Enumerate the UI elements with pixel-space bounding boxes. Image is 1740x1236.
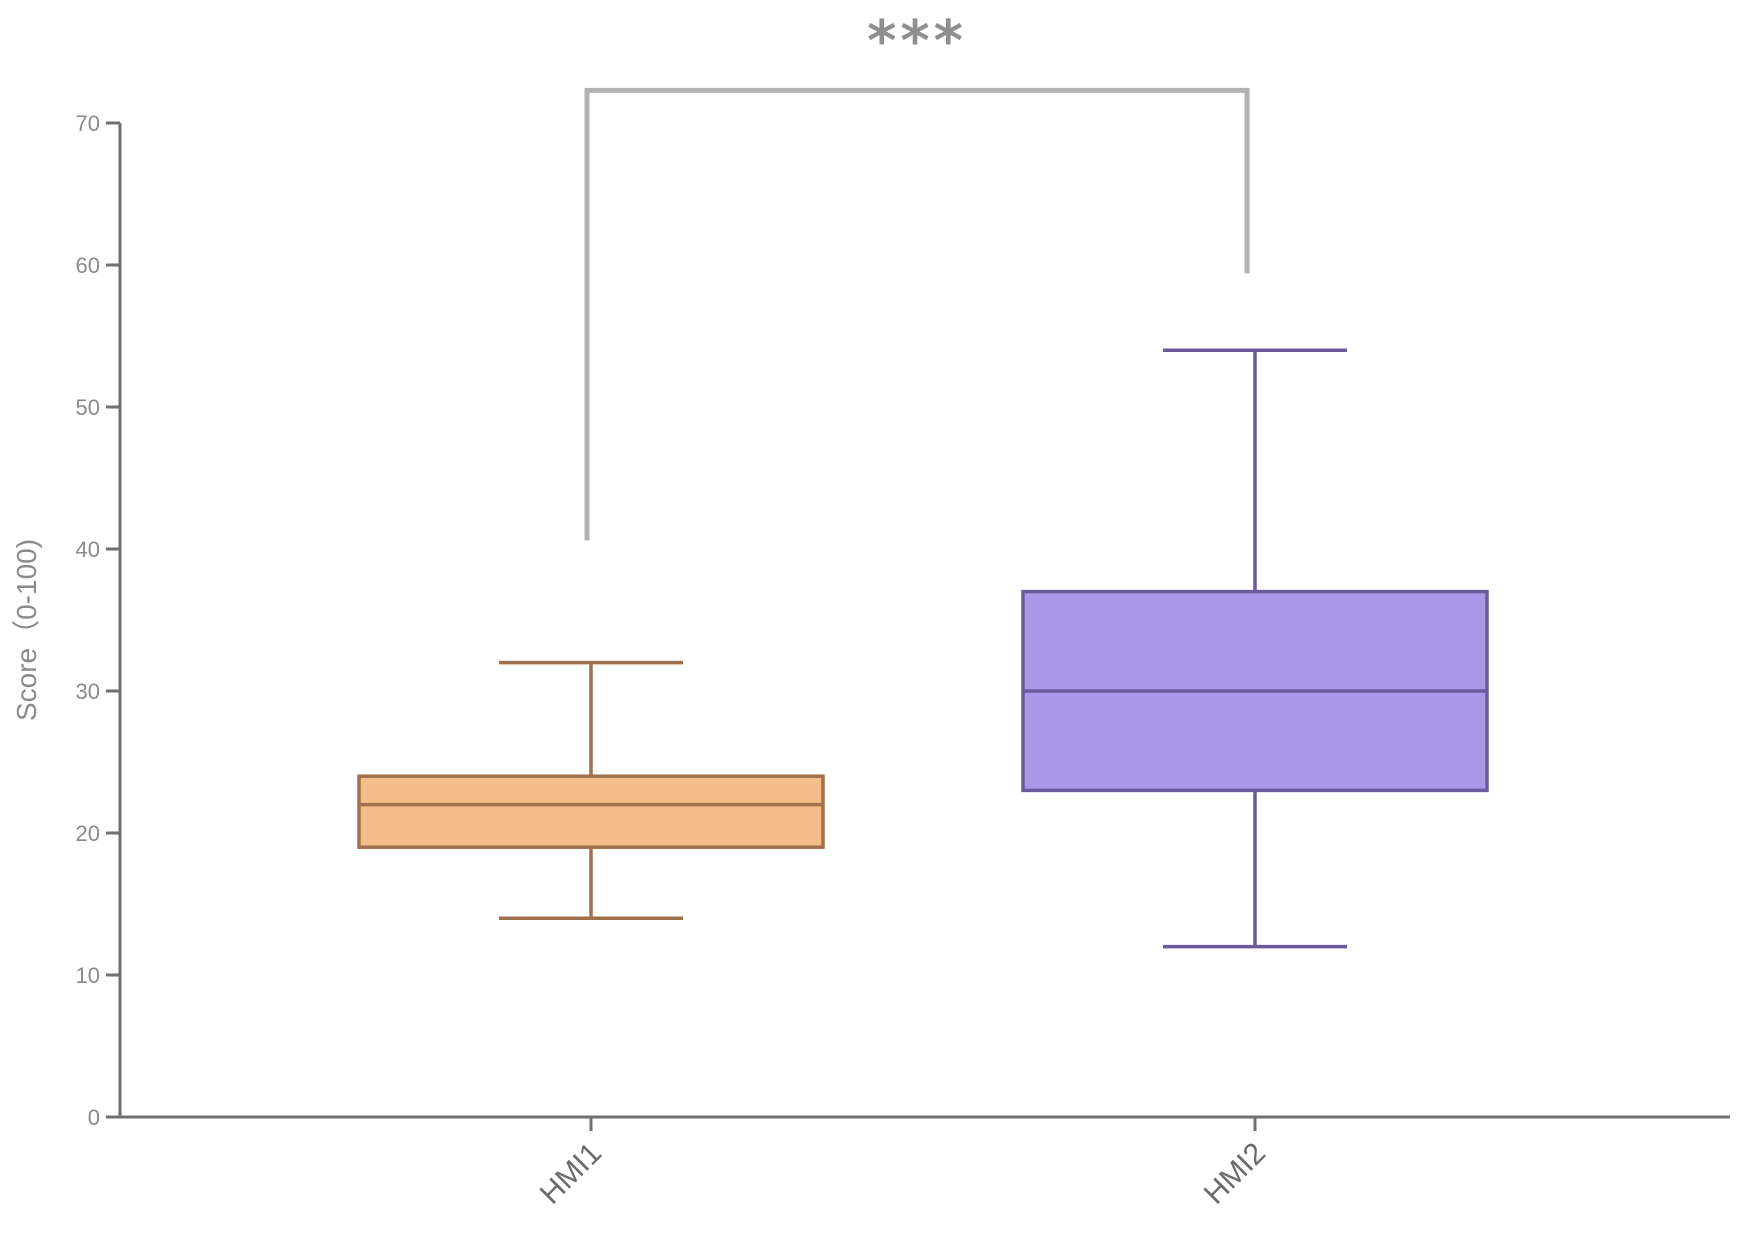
y-tick-label: 40 (76, 537, 100, 562)
significance-bracket (584, 87, 1250, 541)
box-hmi1 (357, 660, 825, 920)
y-tick-label: 0 (88, 1105, 100, 1130)
x-tick-label: HMI2 (1198, 1137, 1272, 1211)
y-axis-title: Score（0-100) (11, 539, 42, 721)
y-tick-label: 60 (76, 253, 100, 278)
y-tick-label: 30 (76, 679, 100, 704)
significance-bracket-line (584, 87, 1250, 541)
iqr-box (357, 774, 825, 849)
x-tick-label: HMI1 (534, 1137, 608, 1211)
y-tick-label: 70 (76, 111, 100, 136)
y-tick-label: 20 (76, 821, 100, 846)
significance-label: *** (867, 9, 967, 74)
boxes (357, 348, 1489, 949)
y-tick-label: 50 (76, 395, 100, 420)
y-tick-label: 10 (76, 963, 100, 988)
box-hmi2 (1021, 348, 1489, 949)
